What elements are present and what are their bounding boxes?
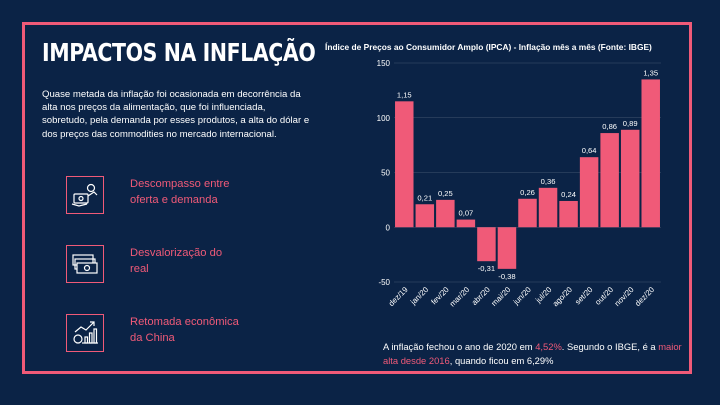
intro-paragraph: Quase metada da inflação foi ocasionada … [42,89,310,140]
x-tick-label: out/20 [593,285,615,307]
data-label: 0,24 [561,190,576,199]
y-tick-label: -50 [378,278,390,287]
y-tick-label: 0 [386,223,391,232]
supply-demand-icon [66,176,104,214]
data-label: -0,31 [478,264,495,273]
data-label: 0,36 [541,177,556,186]
bar-mar/20 [456,219,476,228]
impact-item-china: Retomada econômica da China [66,314,266,354]
x-tick-label: mar/20 [448,285,472,309]
data-label: 0,21 [417,193,432,202]
data-label: -0,38 [498,272,515,281]
page-title: IMPACTOS NA INFLAÇÃO [42,38,316,67]
data-label: 1,35 [643,68,658,77]
impact-item-currency: Desvalorização do real [66,245,266,285]
summary-part: . Segundo o IBGE, é a [561,341,659,352]
x-tick-label: jun/20 [511,285,534,308]
growth-chart-icon [66,314,104,352]
bar-nov/20 [620,129,640,228]
money-icon [66,245,104,283]
bar-jun/20 [518,198,537,228]
data-label: 0,25 [438,189,453,198]
data-label: 0,89 [623,119,638,128]
border-frame [22,22,692,374]
x-tick-label: dez/19 [387,285,410,308]
data-label: 0,26 [520,188,535,197]
impact-item-label: Retomada econômica da China [130,316,239,344]
summary-part: , quando ficou em 6,29% [449,355,554,366]
bar-mai/20 [497,227,517,269]
impact-item-label: Descompasso entre oferta e demanda [130,178,230,206]
bar-fev/20 [436,199,455,228]
highest-since-highlight: maior alta desde 2016 [383,341,682,366]
bar-dez/19 [395,101,414,228]
x-tick-label: set/20 [573,285,595,307]
summary-text: A inflação fechou o ano de 2020 em 4,52%… [383,340,683,368]
summary-part: A inflação fechou o ano de 2020 em [383,341,536,352]
bar-jan/20 [415,204,435,228]
x-tick-label: ago/20 [551,285,575,309]
bar-ago/20 [559,200,578,228]
bar-jul/20 [538,187,558,228]
y-tick-label: 100 [377,114,391,123]
chart-title: Índice de Preços ao Consumidor Amplo (IP… [325,42,652,52]
x-tick-label: jan/20 [408,285,431,308]
bar-set/20 [579,157,599,228]
impact-item-label: Desvalorização do real [130,247,223,275]
x-tick-label: mai/20 [489,285,512,308]
data-label: 0,64 [582,146,597,155]
y-tick-label: 50 [381,169,390,178]
bar-abr/20 [477,227,496,262]
x-tick-label: nov/20 [613,285,636,308]
x-tick-label: dez/20 [633,285,656,308]
bar-out/20 [600,133,619,228]
impact-item-supply-demand: Descompasso entre oferta e demanda [66,176,266,216]
data-label: 0,86 [602,122,617,131]
bar-dez/20 [641,79,660,228]
data-label: 1,15 [397,90,412,99]
data-label: 0,07 [458,209,473,218]
x-tick-label: abr/20 [470,285,492,307]
inflation-rate-highlight: 4,52% [535,341,562,352]
y-tick-label: 150 [377,59,391,68]
